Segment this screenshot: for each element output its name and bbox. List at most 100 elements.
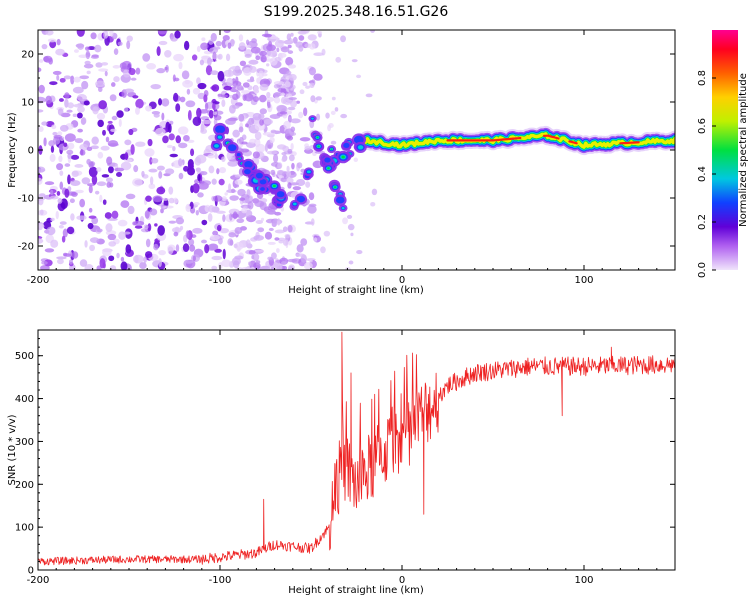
spectrogram-noise-blob: [63, 253, 72, 257]
snr-x-ticks: -200 -100 0 100: [27, 330, 676, 586]
spectrogram-noise-blob: [38, 238, 44, 244]
spectrogram-noise-blob: [201, 119, 212, 125]
colorbar-ticks: 0.0 0.2 0.4 0.6 0.8: [697, 70, 716, 278]
spectrogram-noise-blob: [38, 166, 46, 173]
spectrogram-noise-blob: [49, 81, 58, 86]
spectrogram-noise-blob: [267, 210, 276, 215]
colorbar-tick-label: 0.6: [697, 118, 708, 134]
spectrogram-noise-blob: [185, 100, 196, 108]
spectrogram-noise-blob: [264, 231, 273, 240]
spectrogram-noise-blob: [96, 181, 107, 187]
spectrogram-noise-blob: [114, 167, 125, 172]
spectrogram-noise-blob: [221, 156, 226, 162]
spectrogram-noise-blob: [286, 135, 294, 141]
spectrogram-noise-blob: [156, 165, 165, 171]
spectrogram-noise-blob: [84, 46, 90, 51]
spectrogram-noise-blob: [73, 76, 81, 83]
spectrogram-noise-blob: [43, 259, 53, 267]
spectrogram-noise-blob: [118, 231, 126, 240]
spectrogram-noise-blob: [149, 157, 153, 165]
spectrogram-noise-blob: [290, 126, 296, 133]
spectrogram-noise-blob: [253, 249, 265, 253]
spectrogram-noise-blob: [288, 64, 297, 69]
spectrogram-noise-blob: [50, 239, 59, 248]
spectrogram-noise-blob: [257, 227, 265, 233]
spectrogram-noise-blob: [130, 144, 135, 155]
spectrogram-noise-blob: [260, 217, 265, 222]
spectrogram-noise-blob: [105, 136, 110, 143]
spectrogram-noise-blob: [321, 48, 326, 56]
spectrogram-noise-blob: [297, 30, 307, 35]
spectrogram-noise-blob: [152, 195, 163, 203]
spectrogram-noise-blob: [66, 226, 75, 235]
spectrogram-noise-blob: [187, 109, 192, 121]
spectrogram-noise-blob: [88, 185, 93, 194]
spectrogram-noise-blob: [98, 100, 108, 110]
spectrogram-noise-blob: [347, 223, 355, 231]
spectrogram-noise-blob: [49, 195, 59, 200]
spectrogram-noise-blob: [135, 141, 146, 147]
x-tick-label: 0: [399, 275, 405, 286]
spectrogram-noise-blob: [89, 244, 96, 252]
spectrogram-noise-blob: [51, 124, 57, 130]
spectrogram-noise-blob: [145, 238, 151, 248]
spectrogram-noise-blob: [219, 228, 230, 234]
spectrogram-noise-blob: [56, 74, 60, 81]
spectrogram-noise-blob: [234, 179, 243, 185]
spectrogram-noise-blob: [124, 152, 129, 161]
spectrogram-noise-blob: [309, 259, 313, 263]
spectrogram-noise-blob: [222, 34, 230, 41]
spectrogram-noise-blob: [125, 193, 136, 200]
spectrogram-noise-blob: [308, 192, 315, 201]
spectrogram-noise-blob: [96, 112, 106, 120]
spectrogram-noise-blob: [108, 255, 115, 262]
spectrogram-noise-blob: [72, 86, 84, 94]
spectrogram-noise-blob: [43, 137, 47, 147]
spectrogram-noise-blob: [197, 82, 207, 90]
spectrogram-noise-blob: [173, 231, 179, 237]
spectrogram-noise-blob: [248, 59, 259, 65]
spectrogram-noise-blob: [277, 40, 286, 44]
spectrogram-noise-blob: [59, 181, 64, 190]
spectrogram-noise-blob: [274, 237, 280, 241]
spectrogram-noise-blob: [148, 183, 156, 190]
spectrogram-ridge-blob: [341, 206, 345, 210]
spectrogram-noise-blob: [107, 233, 117, 241]
spectrogram-noise-blob: [189, 244, 196, 252]
spectrogram-noise-blob: [303, 262, 313, 270]
spectrogram-noise-blob: [287, 182, 292, 189]
spectrogram-noise-blob: [178, 158, 183, 167]
spectrogram-noise-blob: [258, 50, 268, 56]
spectrogram-noise-blob: [112, 65, 121, 69]
spectrogram-noise-blob: [224, 192, 228, 196]
spectrogram-noise-blob: [241, 141, 248, 145]
spectrogram-noise-blob: [309, 43, 316, 50]
spectrogram-noise-blob: [126, 40, 131, 50]
spectrogram-noise-blob: [211, 265, 218, 270]
spectrogram-noise-blob: [286, 170, 292, 178]
spectrogram-noise-blob: [323, 230, 331, 237]
y-tick-label: -10: [18, 194, 34, 205]
spectrogram-noise-blob: [252, 112, 262, 121]
spectrogram-noise-blob: [97, 86, 103, 93]
colorbar-tick-label: 0.4: [697, 166, 708, 182]
spectrogram-noise-blob: [273, 91, 281, 98]
spectrogram-noise-blob: [59, 170, 64, 176]
spectrogram-noise-blob: [50, 189, 54, 196]
spectrogram-noise-blob: [125, 244, 132, 254]
spectrogram-noise-blob: [232, 93, 239, 101]
spectrogram-noise-blob: [287, 44, 292, 49]
spectrogram-noise-blob: [94, 190, 100, 195]
spectrogram-noise-blob: [110, 128, 117, 132]
spectrogram-noise-blob: [266, 91, 271, 99]
spectrogram-noise-blob: [298, 44, 304, 52]
spectrogram-ridge-blob: [244, 161, 253, 168]
spectrogram-noise-blob: [327, 124, 332, 132]
spectrogram-noise-blob: [356, 74, 362, 79]
spectrogram-noise-blob: [153, 113, 160, 118]
spectrogram-noise-blob: [253, 235, 265, 241]
spectrogram-noise-blob: [162, 135, 169, 144]
spectrogram-noise-blob: [133, 165, 139, 173]
spectrogram-noise-blob: [245, 123, 249, 128]
spectrogram-noise-blob: [73, 49, 79, 53]
